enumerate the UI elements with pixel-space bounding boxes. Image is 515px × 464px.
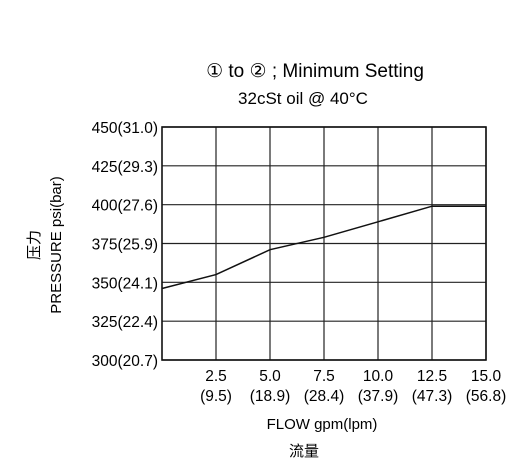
y-tick-label-6: 300(20.7) [92, 353, 158, 370]
y-tick-label-5: 325(22.4) [92, 314, 158, 331]
chart-subtitle: 32cSt oil @ 40°C [238, 89, 368, 108]
y-tick-label-0: 450(31.0) [92, 120, 158, 137]
series-layer [161, 205, 486, 290]
x-tick-labels: 2.5 (9.5) 5.0 (18.9) 7.5 (28.4) 10.0 (37.9) 12.5… [200, 368, 506, 405]
y-tick-label-2: 400(27.6) [92, 198, 158, 215]
y-tick-labels: 450(31.0) 425(29.3) 400(27.6) 375(25.9) 350(… [92, 120, 158, 370]
x-tick-label-3: 10.0 [363, 368, 394, 385]
y-tick-label-1: 425(29.3) [92, 159, 158, 176]
x-tick-sublabel-3: (37.9) [358, 388, 399, 405]
x-tick-sublabel-1: (18.9) [250, 388, 291, 405]
x-tick-label-2: 7.5 [313, 368, 335, 385]
plot-border [161, 126, 487, 361]
grid [162, 126, 487, 361]
x-tick-sublabel-4: (47.3) [412, 388, 453, 405]
y-tick-label-4: 350(24.1) [92, 275, 158, 292]
x-tick-label-1: 5.0 [259, 368, 281, 385]
x-axis-label: FLOW gpm(lpm) [267, 416, 378, 433]
chart-title: ① to ② ; Minimum Setting [206, 61, 424, 82]
x-tick-label-4: 12.5 [417, 368, 447, 385]
x-tick-sublabel-2: (28.4) [304, 388, 345, 405]
x-tick-sublabel-0: (9.5) [200, 388, 232, 405]
x-tick-label-5: 15.0 [471, 368, 502, 385]
y-tick-label-3: 375(25.9) [92, 237, 158, 254]
y-axis-label-cn: 压力 [26, 230, 43, 260]
x-tick-label-0: 2.5 [205, 368, 227, 385]
series-line-0 [161, 205, 486, 290]
x-tick-sublabel-5: (56.8) [466, 388, 507, 405]
plot-frame [161, 126, 487, 361]
x-axis-label-cn: 流量 [289, 443, 319, 460]
y-axis-label: PRESSURE psi(bar) [48, 176, 65, 314]
